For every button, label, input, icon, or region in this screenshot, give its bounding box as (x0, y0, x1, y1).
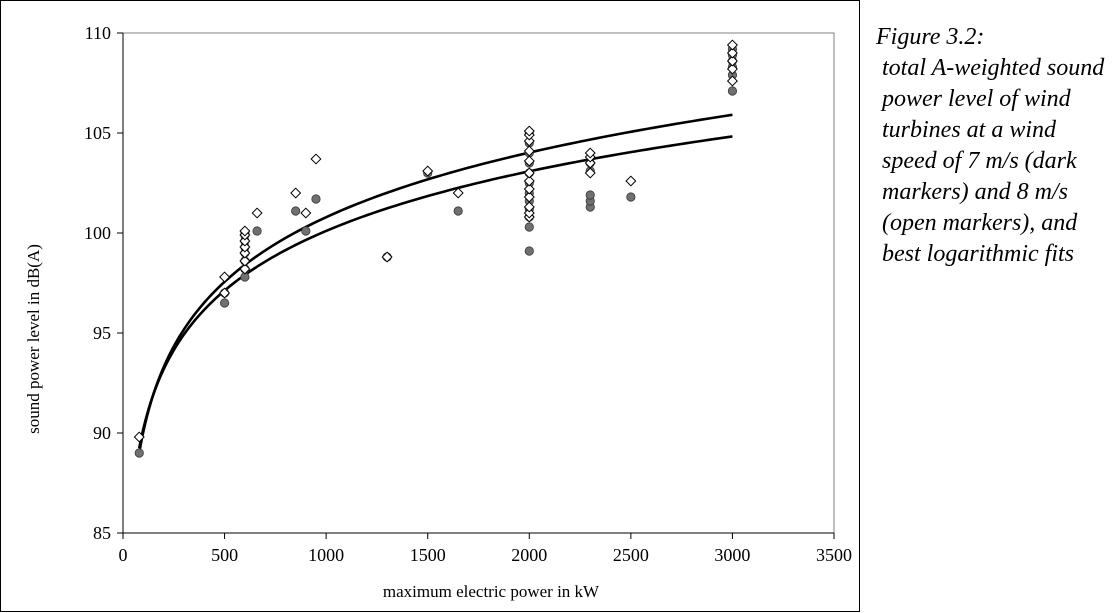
dark-marker (291, 206, 301, 216)
open-marker (133, 431, 145, 443)
dark-marker (453, 206, 463, 216)
dark-marker (626, 192, 636, 202)
axes: 85 90 95 100 105 110 0 500 1000 1500 2000 2500 3000 3… (84, 23, 852, 565)
x-tick-label: 500 (211, 545, 238, 565)
x-tick-label: 1500 (410, 545, 446, 565)
open-marker (726, 39, 738, 51)
caption-title: Figure 3.2: (876, 24, 985, 50)
y-tick-label: 105 (84, 123, 111, 143)
dark-marker (301, 226, 311, 236)
dark-marker (219, 298, 230, 308)
x-tick-label: 0 (119, 545, 128, 565)
data-points (133, 39, 738, 458)
open-marker (625, 175, 637, 187)
open-marker (584, 167, 596, 179)
open-marker (523, 207, 535, 219)
open-marker (452, 187, 464, 199)
open-marker (239, 235, 251, 247)
y-tick-label: 85 (93, 523, 111, 543)
open-marker (239, 247, 251, 259)
open-marker (523, 155, 535, 167)
caption-body: total A-weighted sound power level of wi… (882, 55, 1105, 267)
y-tick-label: 100 (84, 223, 111, 243)
dark-marker (524, 246, 534, 256)
scatter-chart: 85 90 95 100 105 110 0 500 1000 1500 2000 2500 3000 3… (24, 23, 852, 601)
open-marker (584, 147, 596, 159)
open-marker (726, 55, 738, 67)
open-marker (219, 287, 231, 299)
open-marker (523, 135, 535, 147)
chart-frame: 85 90 95 100 105 110 0 500 1000 1500 2000 2500 3000 3… (0, 0, 860, 612)
plot-area-border (122, 32, 835, 534)
x-tick-label: 3500 (816, 545, 852, 565)
y-tick-label: 110 (85, 23, 111, 43)
open-marker (726, 75, 738, 87)
open-marker (239, 241, 251, 253)
dark-marker (585, 190, 595, 200)
open-marker (239, 255, 251, 267)
dark-marker (524, 222, 534, 232)
open-marker (523, 167, 535, 179)
fit-lines (137, 113, 733, 453)
x-tick-label: 2500 (613, 545, 649, 565)
open-marker (523, 145, 535, 157)
open-marker (239, 225, 251, 237)
open-marker (523, 191, 535, 203)
dark-marker (727, 86, 738, 96)
open-marker (381, 251, 393, 263)
x-axis-title: maximum electric power in kW (383, 582, 600, 601)
y-tick-label: 90 (93, 423, 111, 443)
open-marker (290, 187, 302, 199)
fit-line (137, 113, 733, 453)
open-marker (300, 207, 312, 219)
x-tick-label: 2000 (511, 545, 547, 565)
x-tick-label: 3000 (714, 545, 750, 565)
open-marker (523, 201, 535, 213)
open-marker (726, 47, 738, 59)
open-marker (239, 263, 251, 275)
y-tick-label: 95 (93, 323, 111, 343)
open-marker (251, 207, 263, 219)
open-marker (523, 183, 535, 195)
open-marker (584, 157, 596, 169)
dark-marker (311, 194, 321, 204)
open-marker (523, 125, 535, 137)
open-marker (523, 175, 535, 187)
dark-marker (134, 448, 144, 458)
open-marker (726, 63, 738, 75)
y-axis-title: sound power level in dB(A) (24, 244, 43, 434)
figure-caption: Figure 3.2: total A-weighted sound power… (876, 22, 1116, 270)
open-marker (310, 153, 322, 165)
open-marker (422, 165, 434, 177)
dark-marker (252, 226, 262, 236)
open-marker (219, 271, 231, 283)
x-tick-label: 1000 (308, 545, 344, 565)
fit-line (137, 135, 733, 449)
